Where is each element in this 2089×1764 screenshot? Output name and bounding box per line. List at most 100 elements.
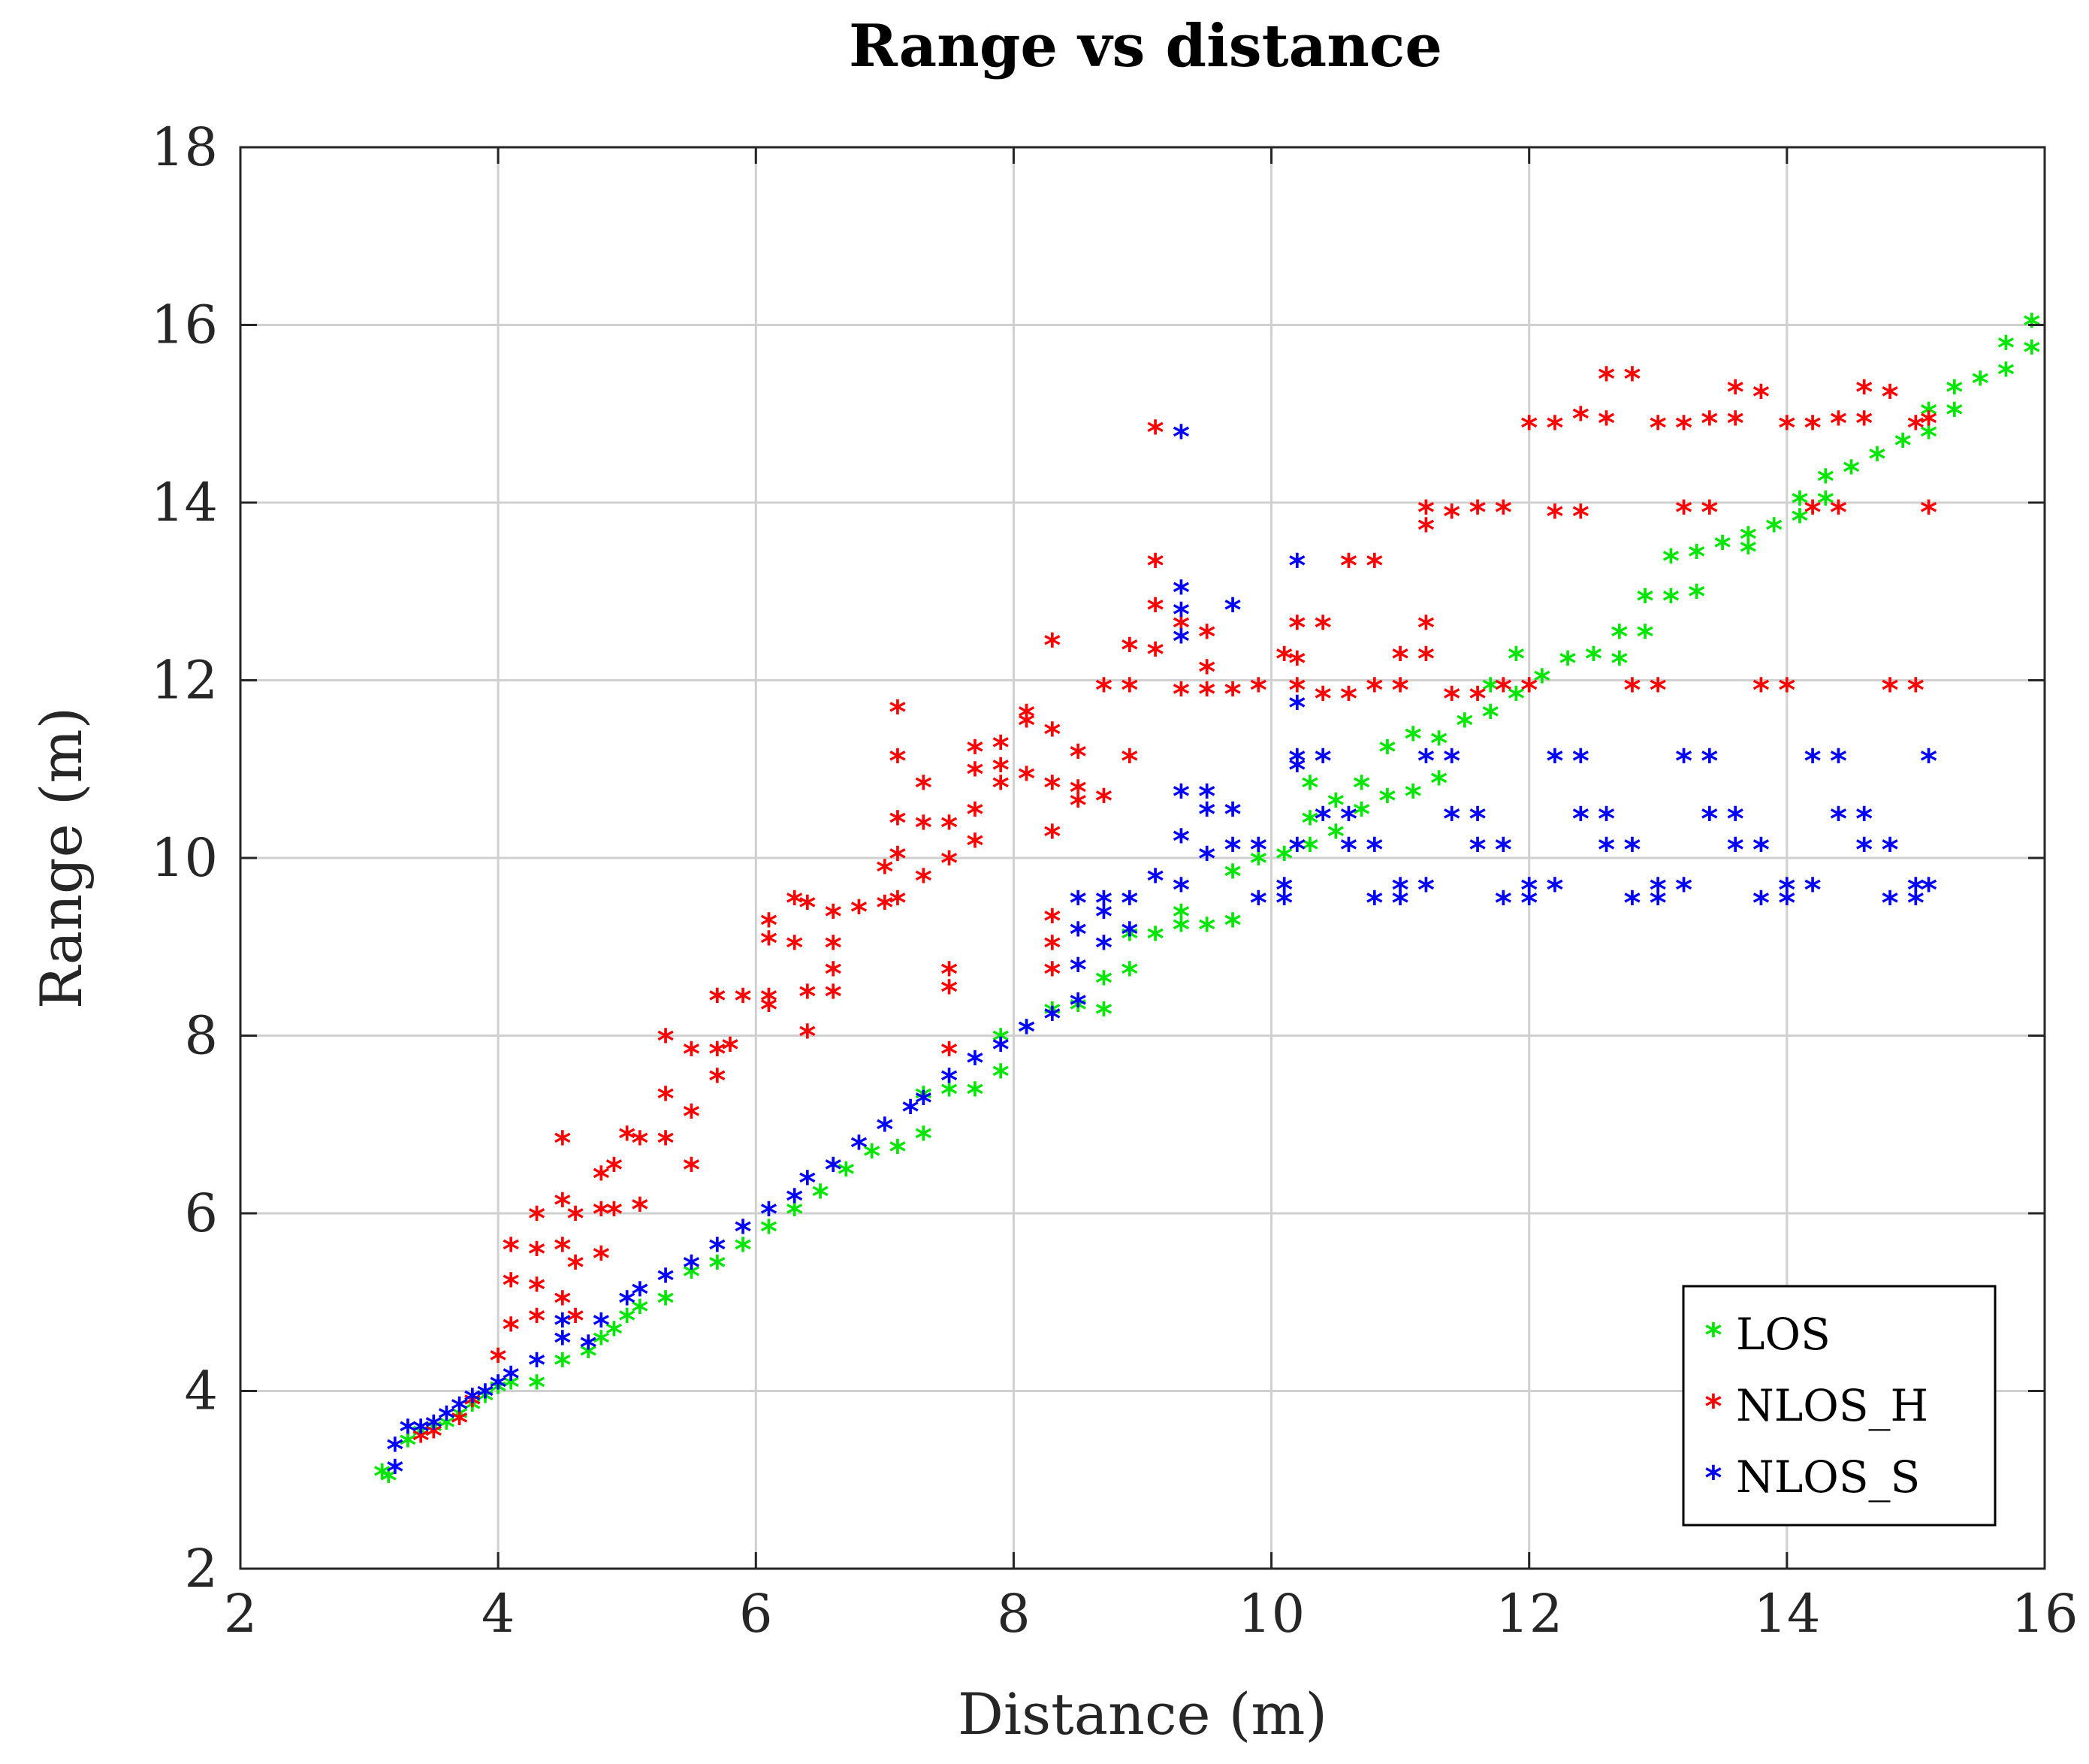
data-point: * — [1674, 494, 1694, 532]
data-series: *********** ** ***** ** * * * * ** * * ** * * ** * * * ** *… — [372, 307, 2042, 1500]
data-point: * — [1674, 409, 1694, 447]
data-point: * — [1700, 742, 1720, 781]
data-point: * — [1043, 956, 1063, 994]
data-point: * — [1918, 742, 1939, 781]
data-point: * — [823, 956, 844, 994]
data-point: * — [1043, 715, 1063, 754]
data-point: * — [1094, 995, 1114, 1034]
data-point: * — [1120, 956, 1140, 994]
x-axis-label: Distance (m) — [958, 1681, 1327, 1747]
data-point: * — [1365, 547, 1385, 585]
data-point: * — [1416, 742, 1436, 781]
data-point: * — [1016, 707, 1037, 745]
data-point: * — [965, 1075, 986, 1113]
data-point: * — [1288, 742, 1308, 781]
data-point: * — [1855, 800, 1875, 838]
data-point: * — [1094, 884, 1114, 923]
data-point: * — [1777, 871, 1798, 909]
data-point: * — [1171, 871, 1191, 909]
data-point: * — [1803, 871, 1823, 909]
data-point: * — [708, 1249, 728, 1287]
legend-label: NLOS_H — [1736, 1380, 1928, 1431]
data-point: * — [862, 1137, 882, 1176]
data-point: * — [1635, 582, 1656, 621]
legend-marker: * — [1704, 1388, 1724, 1426]
data-point: * — [630, 1275, 651, 1313]
data-point: * — [385, 1453, 406, 1491]
data-point: * — [939, 1062, 959, 1101]
data-point: * — [1725, 800, 1746, 838]
data-point: * — [424, 1418, 444, 1456]
data-point: * — [1146, 920, 1166, 958]
data-point: * — [527, 1302, 547, 1340]
data-point: * — [1906, 409, 1926, 447]
data-point: * — [553, 1306, 573, 1345]
data-point: * — [1016, 698, 1037, 736]
data-point: * — [1841, 454, 1861, 492]
data-point: * — [681, 1035, 702, 1074]
data-point: * — [1171, 418, 1191, 456]
data-point: * — [1365, 831, 1385, 869]
data-point: * — [1068, 916, 1088, 954]
y-tick-label: 14 — [151, 472, 218, 533]
data-point: * — [1313, 742, 1333, 781]
data-point: * — [1043, 995, 1063, 1034]
data-point: * — [591, 1160, 611, 1198]
data-point: * — [1429, 764, 1449, 802]
data-point: * — [1197, 618, 1218, 656]
data-point: * — [1918, 418, 1939, 456]
data-point: * — [488, 1342, 509, 1380]
data-point: * — [1571, 400, 1591, 439]
data-point: * — [463, 1382, 483, 1420]
data-point: * — [1687, 578, 1707, 616]
data-point: * — [1880, 378, 1900, 416]
data-point: * — [991, 729, 1011, 767]
data-point: * — [398, 1426, 418, 1464]
data-point: * — [913, 1119, 934, 1158]
data-point: * — [1713, 529, 1733, 567]
data-point: * — [424, 1409, 444, 1447]
data-point: * — [708, 1231, 728, 1269]
data-point: * — [733, 1213, 753, 1252]
data-point: * — [1468, 800, 1488, 838]
data-point: * — [1288, 831, 1308, 869]
data-point: * — [656, 1124, 676, 1162]
data-point: * — [449, 1404, 469, 1442]
data-point: * — [1288, 547, 1308, 585]
data-point: * — [1764, 511, 1784, 549]
data-point: * — [1751, 884, 1771, 923]
data-point: * — [1777, 884, 1798, 923]
data-point: * — [1339, 800, 1359, 838]
data-point: * — [798, 977, 818, 1016]
data-point: * — [785, 1195, 805, 1234]
data-point: * — [449, 1391, 469, 1429]
data-point: * — [1828, 405, 1849, 443]
x-tick-label: 4 — [481, 1583, 515, 1645]
data-point: * — [965, 756, 986, 794]
data-point: * — [965, 1044, 986, 1083]
data-point: * — [1596, 831, 1617, 869]
data-point: * — [913, 1084, 934, 1122]
data-point: * — [1416, 511, 1436, 549]
data-point: * — [785, 929, 805, 967]
data-point: * — [1738, 533, 1758, 572]
data-point: * — [1596, 800, 1617, 838]
data-point: * — [1700, 800, 1720, 838]
data-point: * — [823, 1151, 844, 1189]
data-point: * — [836, 1155, 856, 1194]
data-point: * — [1094, 898, 1114, 936]
data-point: * — [475, 1377, 496, 1415]
data-point: * — [1481, 698, 1501, 736]
data-point: * — [1880, 884, 1900, 923]
data-point: * — [1326, 787, 1346, 825]
data-point: * — [991, 1022, 1011, 1060]
data-point: * — [1197, 840, 1218, 878]
data-point: * — [681, 1258, 702, 1296]
data-point: * — [1248, 831, 1269, 869]
data-point: * — [553, 1324, 573, 1362]
data-point: * — [1623, 884, 1643, 923]
data-point: * — [1880, 671, 1900, 709]
data-point: * — [656, 1022, 676, 1060]
data-point: * — [1700, 494, 1720, 532]
data-point: * — [823, 977, 844, 1016]
